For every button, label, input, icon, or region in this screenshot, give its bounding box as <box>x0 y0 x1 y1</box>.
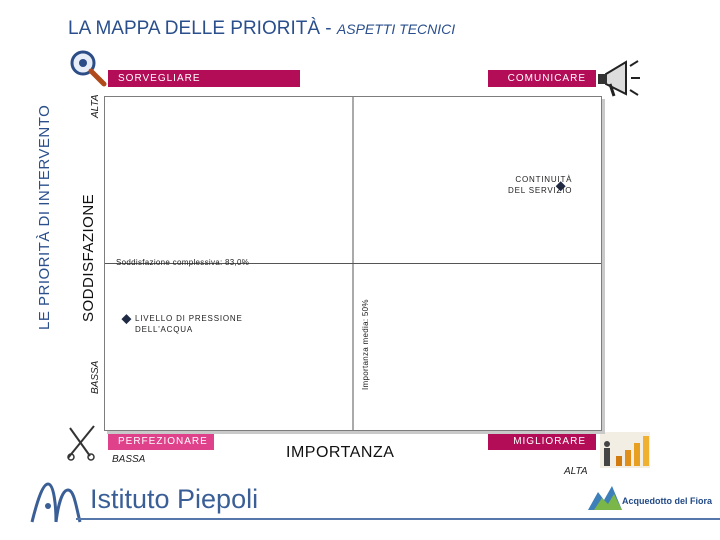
chart-plot-area <box>104 96 602 431</box>
footer-divider <box>76 518 720 520</box>
horizontal-reference-label: Soddisfazione complessiva: 83,0% <box>116 258 250 267</box>
magnifier-icon <box>68 48 108 88</box>
x-axis-low-label: BASSA <box>112 454 146 465</box>
side-title: LE PRIORITÀ DI INTERVENTO <box>36 104 53 330</box>
piepoli-logo-icon <box>26 476 86 526</box>
chart-svg <box>105 97 601 430</box>
point-label-continuita: CONTINUITÀ DEL SERVIZIO <box>508 175 573 195</box>
left-band <box>0 0 50 540</box>
quadrant-label-bottom-left: PERFEZIONARE <box>108 433 214 450</box>
tools-icon <box>64 422 98 462</box>
vertical-reference-label: Importanza media: 50% <box>361 299 370 390</box>
page-title-sub: ASPETTI TECNICI <box>336 21 456 37</box>
quadrant-label-top-right: COMUNICARE <box>488 70 596 87</box>
page-title: LA MAPPA DELLE PRIORITÀ - ASPETTI TECNIC… <box>68 18 455 40</box>
data-point-0 <box>555 181 566 192</box>
y-axis-low-label: BASSA <box>90 360 101 394</box>
x-axis-high-label: ALTA <box>564 466 588 477</box>
acquedotto-logo-icon <box>588 484 622 512</box>
quadrant-label-bottom-right: MIGLIORARE <box>488 433 596 450</box>
y-axis-title: SODDISFAZIONE <box>80 193 97 322</box>
data-point-1 <box>121 314 132 325</box>
y-axis-high-label: ALTA <box>90 94 101 118</box>
brand-name: Istituto Piepoli <box>90 484 259 514</box>
point-label-pressione: LIVELLO DI PRESSIONE DELL'ACQUA <box>135 314 243 334</box>
partner-name: Acquedotto del Fiora <box>622 496 712 506</box>
growth-chart-icon <box>600 432 650 468</box>
quadrant-label-top-left: SORVEGLIARE <box>108 70 300 87</box>
page-title-main: LA MAPPA DELLE PRIORITÀ - <box>68 18 332 39</box>
megaphone-icon <box>592 56 642 102</box>
x-axis-title: IMPORTANZA <box>286 444 395 461</box>
